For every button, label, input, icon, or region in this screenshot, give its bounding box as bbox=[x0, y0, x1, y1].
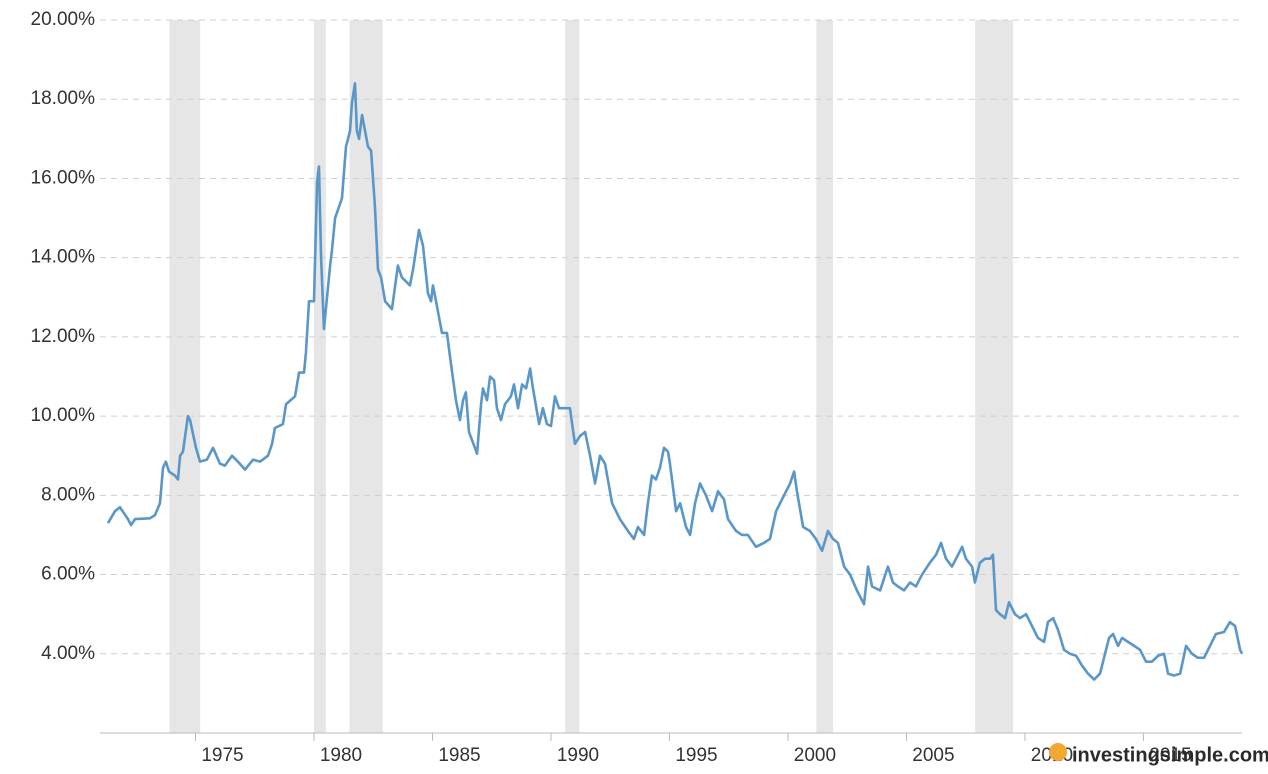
y-tick-label: 18.00% bbox=[31, 88, 96, 109]
x-tick-label: 1980 bbox=[320, 745, 362, 766]
y-tick-label: 10.00% bbox=[31, 405, 96, 426]
y-tick-label: 4.00% bbox=[41, 643, 95, 664]
y-tick-label: 6.00% bbox=[41, 564, 95, 585]
watermark-text: investingsimple.com bbox=[1072, 744, 1268, 766]
x-tick-label: 1995 bbox=[675, 745, 717, 766]
recession-band bbox=[349, 20, 383, 733]
y-tick-label: 20.00% bbox=[31, 9, 96, 30]
x-tick-label: 2015 bbox=[1149, 745, 1191, 766]
x-tick-label: 1975 bbox=[201, 745, 243, 766]
x-tick-label: 1985 bbox=[438, 745, 480, 766]
recession-band bbox=[565, 20, 580, 733]
y-tick-label: 16.00% bbox=[31, 167, 96, 188]
watermark-icon bbox=[1049, 743, 1067, 761]
recession-band bbox=[169, 20, 201, 733]
rate-line bbox=[106, 82, 1244, 681]
x-tick-label: 2005 bbox=[912, 745, 954, 766]
y-tick-label: 8.00% bbox=[41, 484, 95, 505]
recession-band bbox=[975, 20, 1014, 733]
recession-band bbox=[313, 20, 326, 733]
y-tick-label: 12.00% bbox=[31, 326, 96, 347]
watermark: investingsimple.com bbox=[1049, 743, 1268, 766]
x-tick-label: 2000 bbox=[794, 745, 836, 766]
y-tick-label: 14.00% bbox=[31, 247, 96, 268]
recession-band bbox=[816, 20, 833, 733]
x-tick-label: 1990 bbox=[557, 745, 599, 766]
